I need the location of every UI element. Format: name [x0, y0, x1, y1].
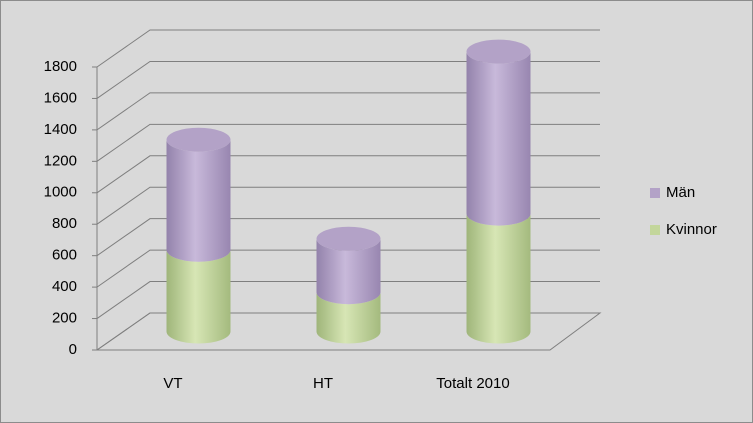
grid-line: [96, 123, 600, 162]
bar-segment: [166, 139, 231, 262]
y-tick-label: 200: [52, 310, 77, 327]
grid-line: [96, 60, 600, 99]
bar-segment: [316, 292, 381, 344]
y-tick-label: 0: [69, 341, 77, 358]
legend-swatch: [650, 225, 660, 235]
grid-line: [96, 155, 600, 194]
grid-line: [96, 186, 600, 225]
grid-line: [96, 249, 600, 288]
bar-top: [316, 226, 381, 251]
bar-segment: [466, 213, 531, 344]
bar-top: [466, 39, 531, 64]
grid-line: [96, 281, 600, 319]
bar-segment: [466, 51, 531, 226]
y-tick-label: 1400: [44, 121, 77, 138]
y-tick-label: 400: [52, 278, 77, 295]
y-tick-label: 1000: [44, 184, 77, 201]
legend-label: Kvinnor: [666, 221, 717, 238]
grid-line: [96, 218, 600, 257]
y-tick-label: 600: [52, 247, 77, 264]
y-tick-label: 800: [52, 215, 77, 232]
y-tick-label: 1200: [44, 152, 77, 169]
grid-line: [96, 92, 600, 131]
y-tick-label: 1600: [44, 89, 77, 106]
x-tick-label: HT: [313, 375, 333, 392]
legend-swatch: [650, 188, 660, 198]
bar-segment: [316, 238, 381, 305]
grid-line: [96, 312, 600, 351]
x-tick-label: VT: [163, 375, 182, 392]
y-tick-label: 1800: [44, 58, 77, 75]
grid-line: [96, 29, 600, 68]
x-tick-label: Totalt 2010: [436, 375, 509, 392]
bar-segment: [166, 249, 231, 344]
legend-label: Män: [666, 184, 695, 201]
bar-top: [166, 127, 231, 152]
